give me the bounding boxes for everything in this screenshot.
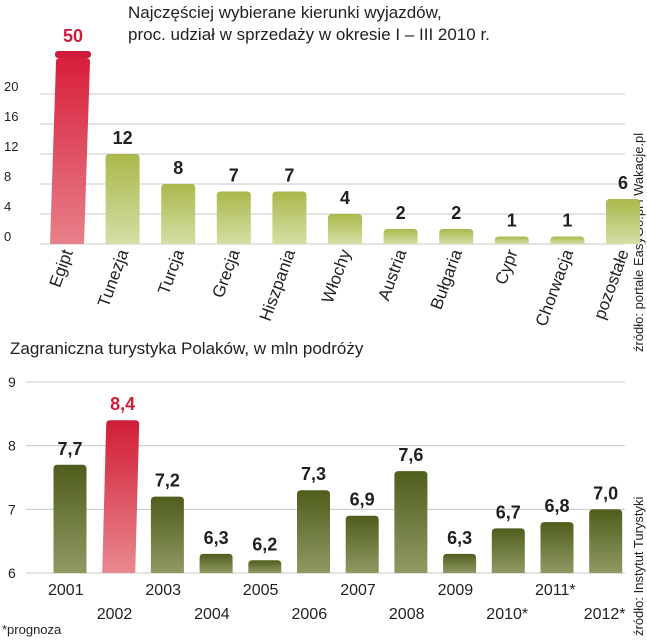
chart1-category-label-austria: Austria: [374, 246, 410, 303]
chart2-value-label-2004: 6,3: [204, 528, 229, 548]
chart2-value-label-2012: 7,0: [593, 483, 618, 503]
chart1-bar-tunezja: [105, 154, 140, 244]
chart2-year-label-2008: 2008: [389, 606, 425, 623]
chart1-bar-cap-egipt: [55, 51, 91, 58]
chart1-bar-turcja: [161, 184, 196, 244]
chart2-year-label-2007: 2007: [340, 582, 376, 599]
chart2-bar-2001: [53, 464, 87, 573]
chart2-year-label-2004: 2004: [194, 606, 230, 623]
chart2-year-label-2009: 2009: [438, 582, 474, 599]
chart1-value-label-chorwacja: 1: [562, 211, 572, 231]
chart2-bar-2007: [345, 515, 379, 573]
chart1-bar-chorwacja: [550, 236, 585, 244]
chart1-category-label-turcja: Turcja: [154, 246, 188, 297]
chart2-bar-2009: [443, 553, 477, 573]
chart2-bar-2004: [199, 553, 233, 573]
chart1-ytick-label: 0: [4, 229, 11, 244]
chart2-value-label-2001: 7,7: [57, 439, 82, 459]
chart1-category-label-w-ochy: Włochy: [318, 246, 355, 305]
chart1-category-label-grecja: Grecja: [209, 246, 244, 300]
chart2-year-label-2005: 2005: [243, 582, 279, 599]
chart1-value-label-tunezja: 12: [113, 128, 133, 148]
chart1-ytick-label: 12: [4, 139, 18, 154]
chart2-value-label-2005: 6,2: [252, 534, 277, 554]
chart1-value-label-bu-garia: 2: [451, 203, 461, 223]
chart1-ytick-label: 8: [4, 169, 11, 184]
chart1-ytick-label: 20: [4, 79, 18, 94]
chart2-bar-2008: [394, 471, 428, 573]
chart2-year-label-2011: 2011*: [535, 582, 576, 599]
chart2-ytick-label: 9: [8, 374, 16, 390]
chart2-bar-2011: [540, 522, 574, 573]
chart1-category-label-chorwacja: Chorwacja: [532, 246, 578, 328]
chart1-bar-pozosta-e: [606, 199, 640, 244]
chart2-bar-2012: [589, 509, 623, 573]
chart2-value-label-2007: 6,9: [350, 490, 375, 510]
chart2-bar-2006: [297, 490, 330, 573]
chart2-value-label-2003: 7,2: [155, 471, 180, 491]
chart2-ytick-label: 6: [8, 565, 16, 581]
chart1-bar-bu-garia: [439, 229, 474, 244]
chart1-category-label-cypr: Cypr: [491, 247, 521, 288]
chart1-category-label-egipt: Egipt: [46, 247, 77, 290]
chart1-bar-egipt: [50, 58, 90, 244]
chart1-value-label-w-ochy: 4: [340, 188, 350, 208]
chart2-year-label-2012: 2012*: [584, 606, 626, 623]
chart1-bar-grecja: [216, 191, 251, 244]
forecast-footnote: *prognoza: [2, 622, 62, 637]
chart1-category-label-pozosta-e: pozostałe: [590, 247, 633, 322]
chart1-title-line2: proc. udział w sprzedaży w okresie I – I…: [128, 25, 490, 44]
chart1-ytick-label: 4: [4, 199, 11, 214]
chart1-destinations: 04812162050Egipt12Tunezja8Turcja7Grecja7…: [4, 26, 640, 329]
chart1-title: Najczęściej wybierane kierunki wyjazdów,…: [128, 2, 490, 46]
chart1-value-label-cypr: 1: [507, 211, 517, 231]
chart2-trips: 6 7 8 9 7,7 2001 8,4 2002 7,2 2003 6,3 2004 6,2 2005 7…: [8, 374, 626, 623]
chart1-ytick-label: 16: [4, 109, 18, 124]
chart2-year-label-2010: 2010*: [486, 606, 528, 623]
chart1-category-label-hiszpania: Hiszpania: [256, 246, 300, 323]
chart1-value-label-egipt: 50: [63, 26, 83, 46]
chart2-value-label-2006: 7,3: [301, 464, 326, 484]
chart2-value-label-2002: 8,4: [110, 394, 135, 414]
chart1-value-label-turcja: 8: [173, 158, 183, 178]
chart2-bar-2003: [150, 496, 184, 573]
chart2-ytick-label: 7: [8, 501, 16, 517]
chart2-value-label-2011: 6,8: [544, 496, 569, 516]
chart2-ytick-label: 8: [8, 438, 16, 454]
chart1-bar-cypr: [494, 236, 529, 244]
chart2-bar-2005: [248, 560, 282, 573]
chart2-year-label-2001: 2001: [48, 582, 84, 599]
chart1-category-label-bu-garia: Bułgaria: [427, 246, 466, 312]
chart2-value-label-2008: 7,6: [398, 445, 423, 465]
chart1-bar-w-ochy: [328, 214, 362, 244]
chart1-bar-austria: [383, 229, 418, 244]
chart1-bar-hiszpania: [272, 191, 307, 244]
chart2-value-label-2010: 6,7: [496, 502, 521, 522]
chart2-value-label-2009: 6,3: [447, 528, 472, 548]
chart1-title-line1: Najczęściej wybierane kierunki wyjazdów,: [128, 3, 442, 22]
chart1-category-label-tunezja: Tunezja: [94, 246, 133, 309]
chart2-bar-2002: [102, 420, 140, 573]
chart1-value-label-austria: 2: [396, 203, 406, 223]
chart2-bar-2010: [491, 528, 525, 573]
chart1-value-label-pozosta-e: 6: [618, 173, 628, 193]
chart2-year-label-2006: 2006: [292, 606, 328, 623]
chart1-value-label-hiszpania: 7: [284, 166, 294, 186]
chart2-year-label-2002: 2002: [97, 606, 133, 623]
chart2-year-label-2003: 2003: [145, 582, 181, 599]
chart2-title: Zagraniczna turystyka Polaków, w mln pod…: [10, 339, 364, 358]
chart1-value-label-grecja: 7: [229, 166, 239, 186]
